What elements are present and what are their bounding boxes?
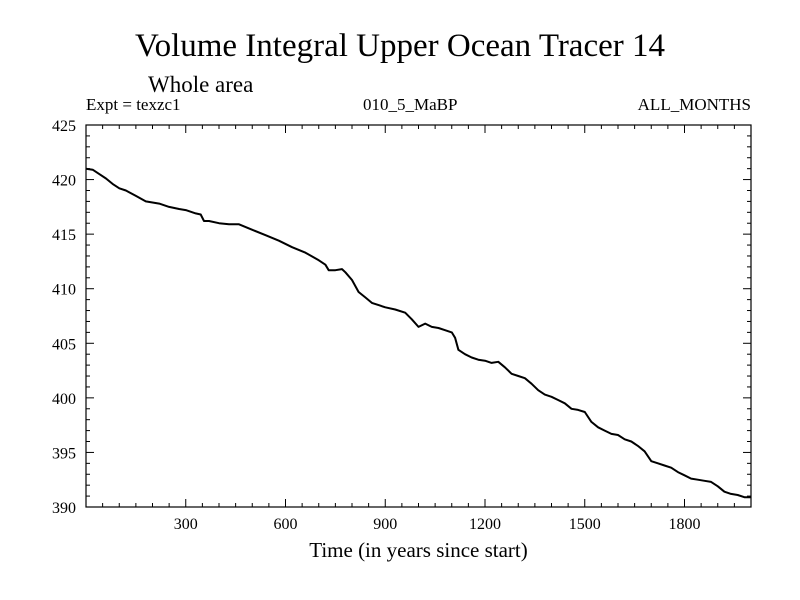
y-tick-label: 395: [52, 445, 76, 462]
chart-subtitle: Whole area: [148, 72, 254, 97]
months-label: ALL_MONTHS: [637, 95, 751, 114]
x-tick-label: 1500: [569, 516, 601, 533]
y-tick-label: 425: [52, 118, 76, 135]
y-tick-label: 400: [52, 391, 76, 408]
y-tick-label: 420: [52, 173, 76, 190]
x-tick-label: 1200: [469, 516, 501, 533]
y-tick-label: 405: [52, 336, 76, 353]
x-tick-label: 900: [373, 516, 397, 533]
plot-frame: [85, 124, 752, 508]
y-tick-label: 390: [52, 500, 76, 517]
series-line: [85, 167, 751, 499]
tick-labels: 300 600 900 1200 1500 1800 390 395 400 405 410 415 4…: [52, 118, 701, 533]
axis-ticks: [86, 125, 751, 507]
x-tick-label: 300: [174, 516, 198, 533]
x-tick-label: 600: [274, 516, 298, 533]
y-tick-label: 410: [52, 282, 76, 299]
y-tick-label: 415: [52, 227, 76, 244]
run-label: 010_5_MaBP: [363, 95, 458, 114]
chart-title: Volume Integral Upper Ocean Tracer 14: [135, 28, 665, 64]
x-tick-label: 1800: [669, 516, 701, 533]
experiment-label: Expt = texzc1: [86, 95, 181, 114]
x-axis-label: Time (in years since start): [309, 538, 528, 562]
